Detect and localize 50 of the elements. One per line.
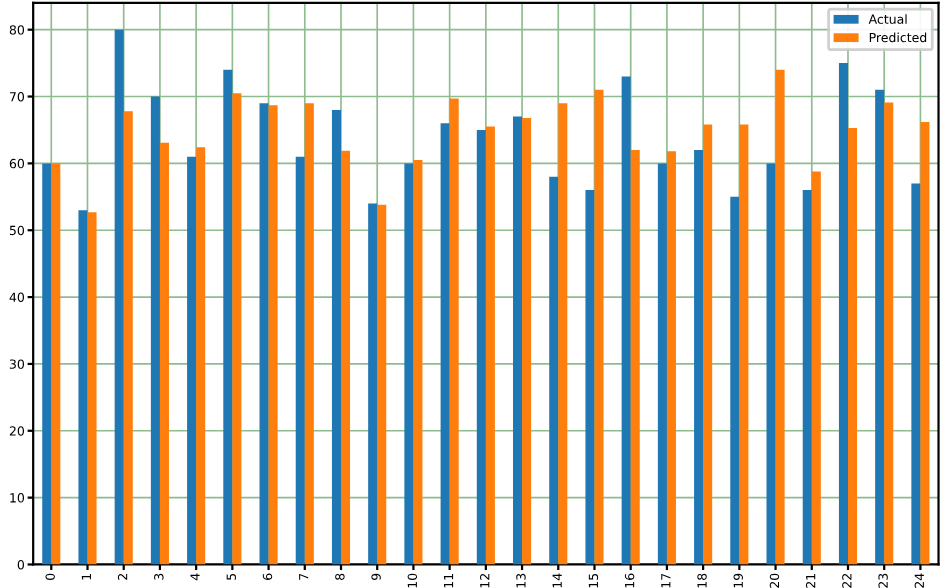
bar <box>259 103 269 565</box>
bar <box>150 96 160 565</box>
bar <box>449 98 459 565</box>
bar <box>703 124 713 565</box>
bar <box>847 127 858 565</box>
bar <box>78 210 88 565</box>
bar <box>404 163 414 565</box>
bar <box>513 116 523 565</box>
bar <box>549 176 559 565</box>
bar <box>123 111 133 565</box>
bar <box>630 150 640 565</box>
bar <box>802 190 812 565</box>
bar <box>51 163 61 565</box>
bar <box>775 69 785 565</box>
bar <box>159 142 169 565</box>
bar <box>196 147 206 565</box>
bar <box>42 163 52 565</box>
bar <box>875 89 885 565</box>
bar <box>232 93 242 565</box>
bar <box>522 117 532 565</box>
bar <box>594 89 604 565</box>
bar <box>585 190 595 565</box>
bar <box>485 126 495 565</box>
bar <box>87 212 97 565</box>
bar <box>223 69 233 565</box>
bar <box>766 163 776 565</box>
bar <box>739 124 749 565</box>
bar <box>911 183 921 565</box>
bar <box>811 171 821 565</box>
bar <box>558 103 568 565</box>
bar <box>920 121 930 565</box>
bar <box>884 102 894 565</box>
bar <box>621 76 631 565</box>
bar <box>268 105 278 565</box>
bar <box>694 150 704 565</box>
bar <box>666 151 676 565</box>
bar <box>331 109 341 565</box>
bar <box>114 29 124 565</box>
bar <box>440 123 450 565</box>
bar <box>657 163 667 565</box>
bar <box>304 103 314 565</box>
bar <box>730 196 740 565</box>
bar <box>295 156 305 565</box>
bar <box>838 63 848 565</box>
bar <box>187 156 197 565</box>
bar <box>476 129 486 565</box>
bar <box>413 160 423 565</box>
bar <box>341 150 351 565</box>
bar <box>377 204 387 565</box>
bar <box>368 203 378 565</box>
